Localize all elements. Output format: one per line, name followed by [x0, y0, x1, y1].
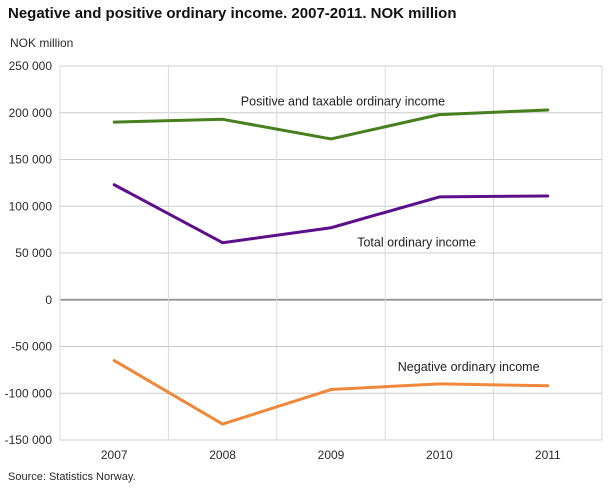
- y-axis-unit-label: NOK million: [10, 36, 74, 50]
- chart-title: Negative and positive ordinary income. 2…: [8, 5, 457, 22]
- y-axis-tick-label: 150 000: [9, 153, 53, 167]
- x-axis-tick-label: 2009: [318, 448, 345, 462]
- series-line: [112, 108, 550, 141]
- y-axis-tick-label: 250 000: [9, 59, 53, 73]
- y-axis-tick-label: -50 000: [11, 340, 52, 354]
- series-label: Negative ordinary income: [398, 360, 540, 374]
- series-label: Total ordinary income: [357, 235, 476, 249]
- y-axis-tick-label: 0: [45, 293, 52, 307]
- x-axis-tick-label: 2011: [535, 448, 561, 462]
- x-axis-tick-label: 2008: [209, 448, 236, 462]
- line-chart: -150 000 -100 000 -50 000 0 50 000 100 000 150…: [5, 59, 603, 462]
- x-axis-tick-label: 2010: [426, 448, 453, 462]
- series-line: [112, 359, 550, 426]
- x-axis-tick-label: 2007: [101, 448, 128, 462]
- y-axis-tick-label: 50 000: [15, 246, 52, 260]
- y-axis-tick-label: 200 000: [9, 106, 53, 120]
- source-note: Source: Statistics Norway.: [8, 471, 136, 483]
- series-line: [112, 183, 550, 245]
- y-axis-tick-label: 100 000: [9, 199, 53, 213]
- y-axis-tick-label: -150 000: [5, 433, 53, 447]
- series-label: Positive and taxable ordinary income: [241, 94, 445, 108]
- y-axis-tick-label: -100 000: [5, 386, 53, 400]
